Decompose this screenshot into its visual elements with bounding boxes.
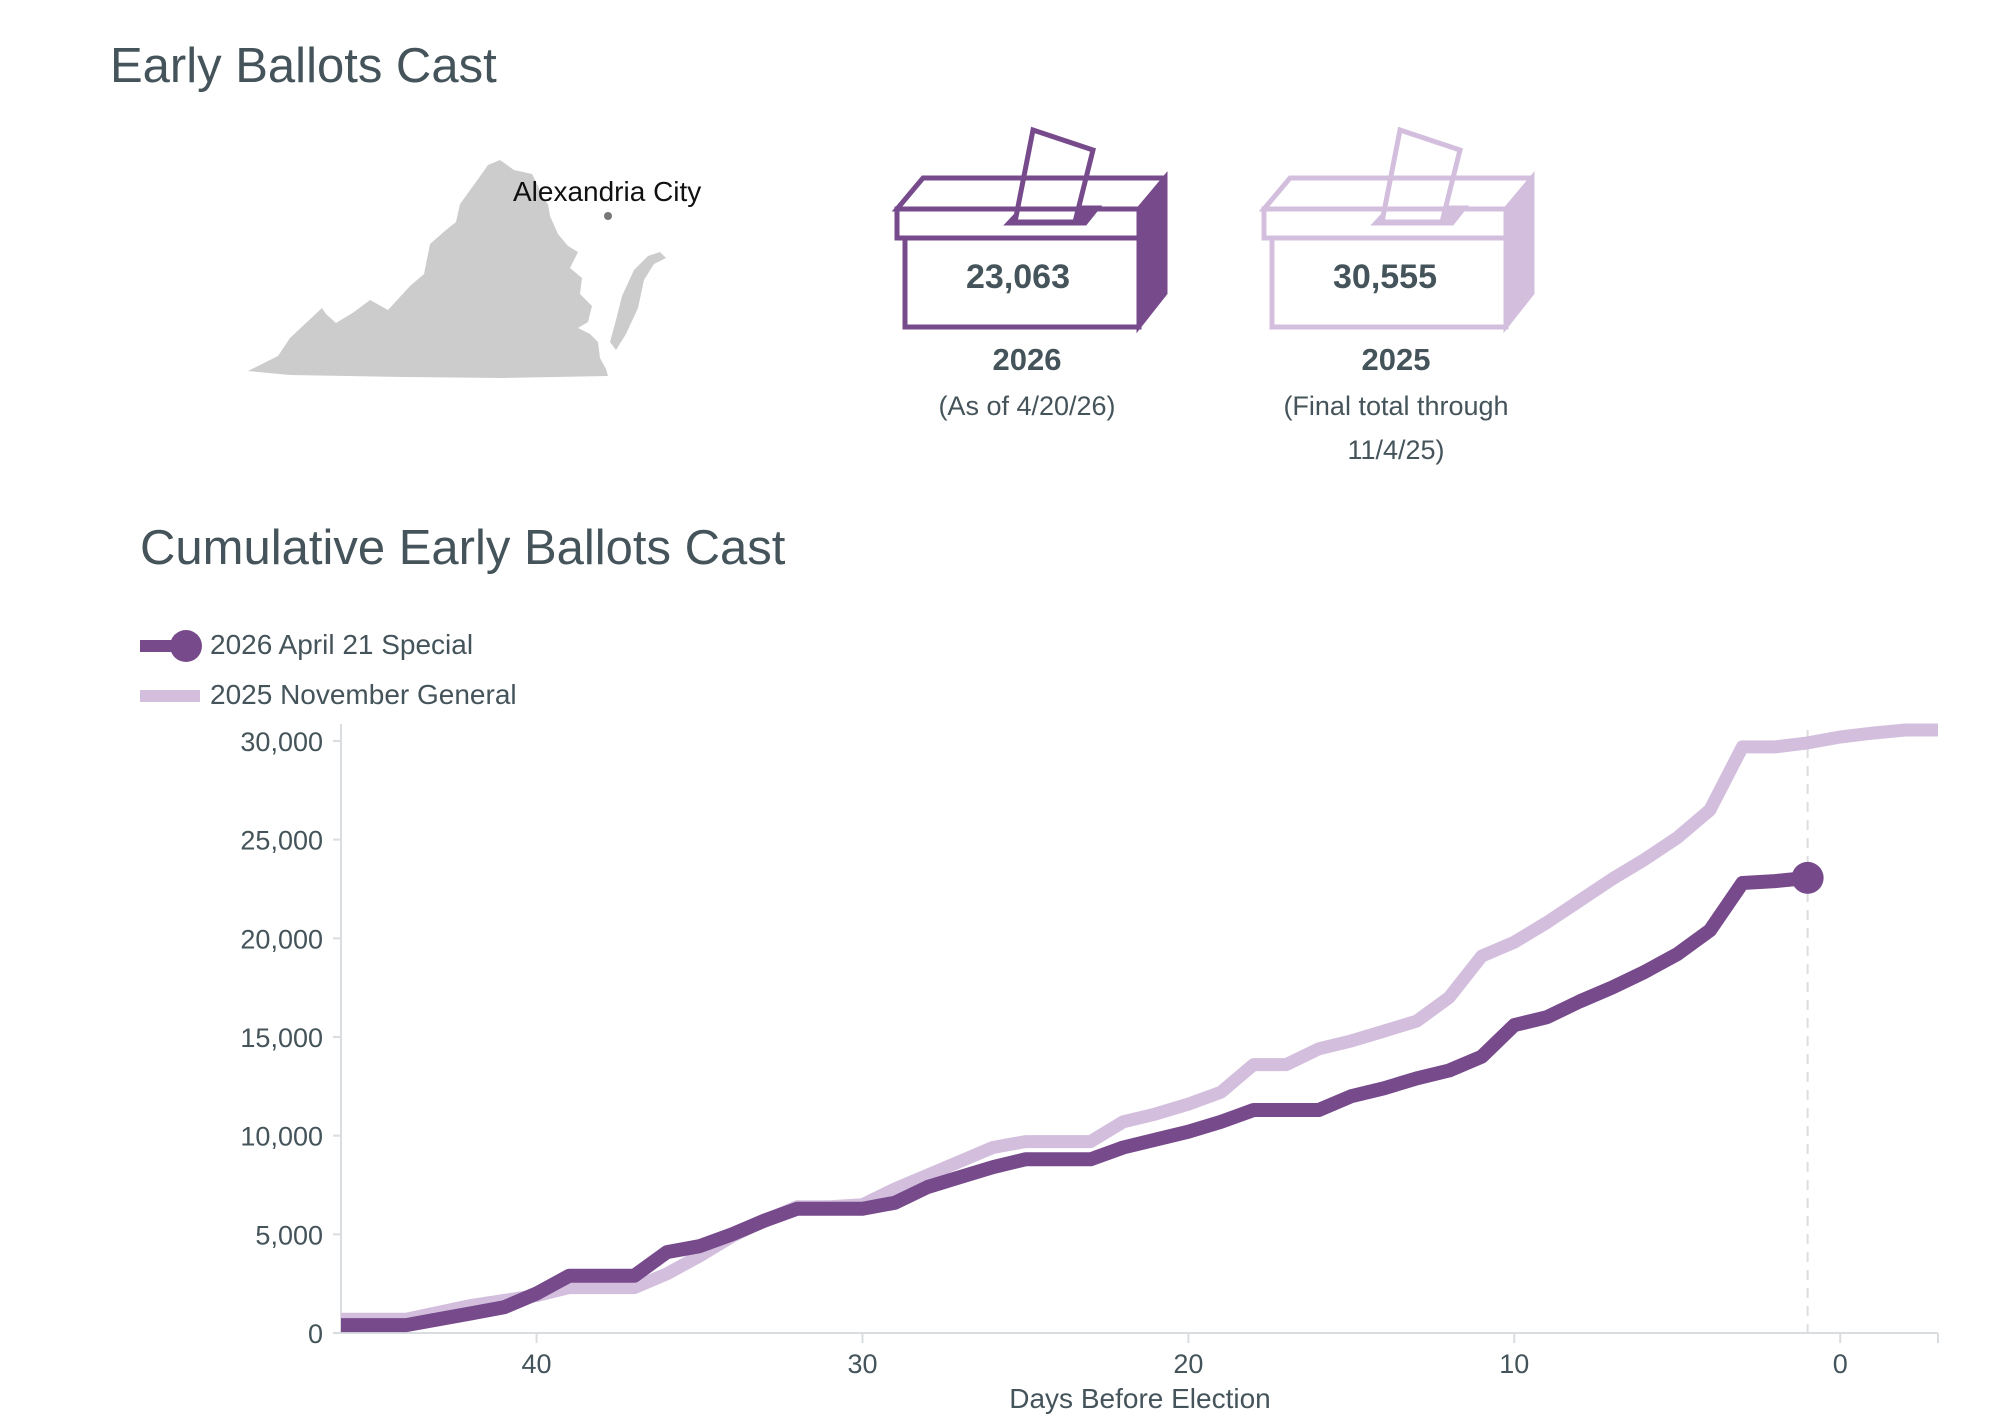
- chart-title: Cumulative Early Ballots Cast: [140, 521, 786, 575]
- ballot-year-2026: 2026: [992, 342, 1062, 377]
- ballot-count-2026: 23,063: [966, 258, 1070, 296]
- ballot-year-2025: 2025: [1361, 342, 1431, 377]
- page-title: Early Ballots Cast: [110, 39, 497, 93]
- virginia-state-shape: [248, 160, 608, 378]
- y-tick-label: 10,000: [240, 1122, 323, 1152]
- ballot-box-2025-icon: [1258, 126, 1535, 334]
- ballot-note-2025-line1: (Final total through: [1283, 391, 1509, 421]
- virginia-map: [248, 160, 666, 378]
- ballot-note-2026: (As of 4/20/26): [938, 391, 1116, 421]
- x-tick-label: 0: [1833, 1349, 1848, 1379]
- y-tick-label: 30,000: [240, 727, 323, 757]
- series-end-marker-2026: [1791, 861, 1824, 894]
- x-axis-label: Days Before Election: [1009, 1383, 1270, 1414]
- ballot-count-2025: 30,555: [1333, 258, 1437, 296]
- alexandria-city-marker: [604, 212, 612, 220]
- legend-label-2025: 2025 November General: [210, 679, 517, 710]
- x-tick-label: 30: [847, 1349, 877, 1379]
- legend-label-2026: 2026 April 21 Special: [210, 629, 474, 660]
- y-tick-label: 25,000: [240, 826, 323, 856]
- x-tick-label: 10: [1499, 1349, 1529, 1379]
- x-tick-label: 40: [522, 1349, 552, 1379]
- y-tick-label: 20,000: [240, 924, 323, 954]
- y-tick-label: 5,000: [255, 1220, 323, 1250]
- y-tick-label: 15,000: [240, 1023, 323, 1053]
- ballot-note-2025-line2: 11/4/25): [1347, 435, 1445, 465]
- y-tick-label: 0: [308, 1319, 323, 1349]
- series-line-2026-april-21-special: [341, 870, 1809, 1333]
- x-tick-label: 20: [1173, 1349, 1203, 1379]
- series-line-2025-november-general: [341, 723, 1938, 1326]
- legend-swatch-2025: [140, 690, 200, 702]
- ballot-box-2026-icon: [891, 126, 1168, 334]
- legend-swatch-2026: [140, 630, 202, 662]
- eastern-shore-shape: [610, 252, 666, 350]
- alexandria-city-label: Alexandria City: [513, 176, 702, 207]
